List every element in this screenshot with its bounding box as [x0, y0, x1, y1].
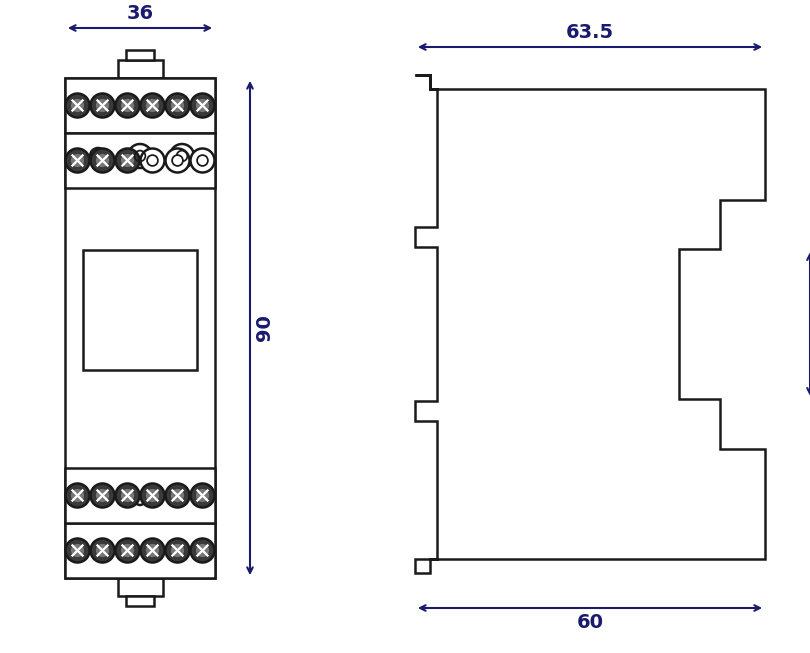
Circle shape	[165, 483, 190, 507]
Circle shape	[91, 483, 114, 507]
Circle shape	[170, 144, 194, 168]
Text: 63.5: 63.5	[566, 23, 614, 42]
Circle shape	[96, 99, 109, 112]
Polygon shape	[65, 78, 215, 133]
Circle shape	[91, 148, 114, 172]
Circle shape	[190, 148, 215, 172]
Circle shape	[66, 93, 89, 118]
Circle shape	[197, 155, 208, 166]
Polygon shape	[65, 468, 215, 523]
Circle shape	[96, 544, 109, 557]
Circle shape	[71, 154, 84, 167]
Polygon shape	[117, 60, 163, 78]
Circle shape	[172, 155, 183, 166]
Circle shape	[121, 489, 134, 502]
Polygon shape	[65, 78, 215, 578]
Circle shape	[128, 144, 152, 168]
Circle shape	[190, 93, 215, 118]
Circle shape	[96, 489, 109, 502]
Circle shape	[66, 148, 89, 172]
Polygon shape	[65, 523, 215, 578]
Circle shape	[116, 539, 139, 562]
Circle shape	[121, 99, 134, 112]
Text: 36: 36	[126, 4, 154, 23]
Polygon shape	[126, 50, 154, 60]
Circle shape	[196, 99, 209, 112]
Circle shape	[71, 489, 84, 502]
Circle shape	[190, 483, 215, 507]
Circle shape	[91, 539, 114, 562]
Circle shape	[147, 155, 158, 166]
Polygon shape	[65, 133, 215, 188]
Text: 90: 90	[255, 315, 274, 342]
Circle shape	[116, 93, 139, 118]
Circle shape	[196, 489, 209, 502]
Circle shape	[146, 489, 159, 502]
Circle shape	[165, 539, 190, 562]
Circle shape	[116, 483, 139, 507]
Circle shape	[96, 154, 109, 167]
Circle shape	[146, 99, 159, 112]
Circle shape	[71, 99, 84, 112]
Circle shape	[121, 544, 134, 557]
Circle shape	[171, 99, 184, 112]
Circle shape	[146, 544, 159, 557]
Circle shape	[165, 148, 190, 172]
Circle shape	[71, 544, 84, 557]
Circle shape	[140, 483, 164, 507]
Circle shape	[90, 148, 106, 164]
Circle shape	[116, 148, 139, 172]
Circle shape	[196, 544, 209, 557]
Circle shape	[171, 544, 184, 557]
Circle shape	[121, 154, 134, 167]
Circle shape	[165, 93, 190, 118]
Circle shape	[190, 539, 215, 562]
Polygon shape	[415, 75, 765, 573]
Circle shape	[140, 93, 164, 118]
Circle shape	[171, 489, 184, 502]
Circle shape	[140, 539, 164, 562]
Polygon shape	[117, 578, 163, 596]
Circle shape	[66, 539, 89, 562]
Circle shape	[140, 148, 164, 172]
Circle shape	[91, 93, 114, 118]
Polygon shape	[126, 596, 154, 606]
Polygon shape	[83, 249, 197, 370]
Circle shape	[66, 483, 89, 507]
Text: 60: 60	[577, 613, 603, 632]
